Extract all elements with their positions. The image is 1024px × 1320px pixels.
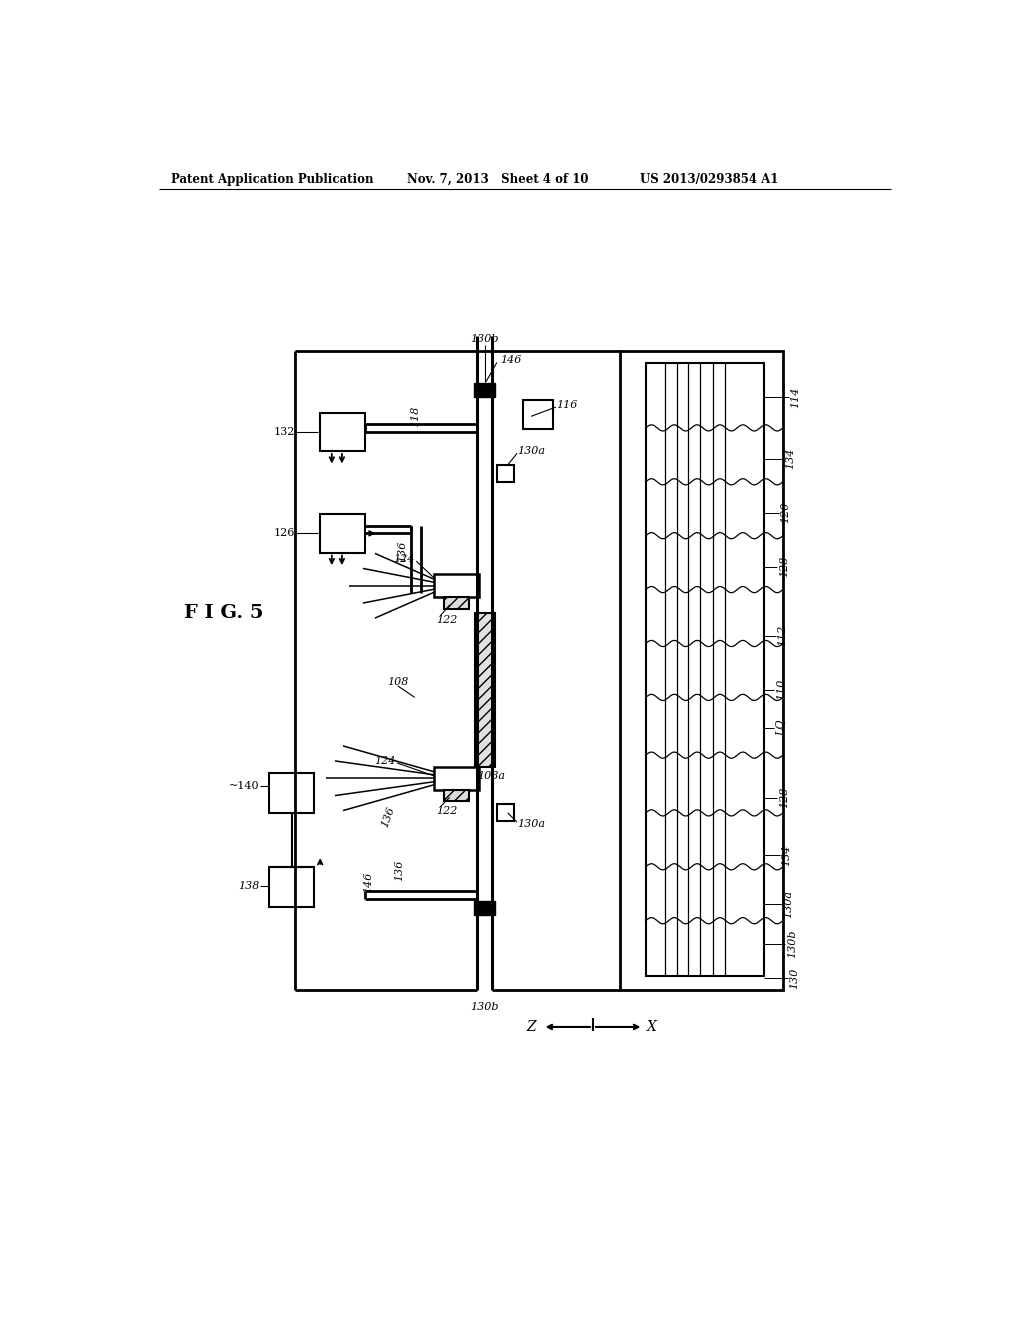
- Text: 130: 130: [790, 968, 799, 989]
- Text: US 2013/0293854 A1: US 2013/0293854 A1: [640, 173, 778, 186]
- Text: 130b: 130b: [786, 929, 797, 958]
- Text: 136: 136: [397, 540, 408, 562]
- Bar: [621, 351, 783, 990]
- Text: 112: 112: [777, 626, 787, 647]
- Bar: [475, 612, 495, 767]
- Bar: [474, 383, 495, 397]
- Text: 124: 124: [393, 554, 415, 564]
- Text: 110: 110: [776, 678, 785, 701]
- Text: 128: 128: [779, 787, 790, 808]
- Text: 122: 122: [436, 807, 458, 816]
- Text: Z: Z: [526, 1020, 537, 1034]
- Text: 130b: 130b: [470, 334, 499, 345]
- Bar: [434, 574, 479, 598]
- Bar: [269, 774, 314, 813]
- Text: 134: 134: [785, 447, 796, 470]
- Text: 108: 108: [388, 677, 409, 686]
- Text: X: X: [647, 1020, 657, 1034]
- Text: Nov. 7, 2013   Sheet 4 of 10: Nov. 7, 2013 Sheet 4 of 10: [407, 173, 589, 186]
- Bar: [474, 900, 495, 915]
- Text: 118: 118: [410, 405, 420, 428]
- Text: 130a: 130a: [517, 820, 545, 829]
- Text: 134: 134: [781, 845, 792, 866]
- Text: 130b: 130b: [470, 1002, 499, 1012]
- Bar: [444, 789, 469, 801]
- Bar: [497, 465, 514, 482]
- Bar: [269, 867, 314, 907]
- Bar: [434, 767, 479, 789]
- Text: LQ: LQ: [776, 719, 786, 737]
- Text: 138: 138: [239, 880, 260, 891]
- Bar: [321, 412, 366, 451]
- Text: 136: 136: [394, 859, 404, 882]
- Text: Patent Application Publication: Patent Application Publication: [171, 173, 373, 186]
- Text: 108a: 108a: [477, 771, 505, 781]
- Bar: [523, 400, 553, 429]
- Text: 136: 136: [380, 805, 396, 829]
- Text: 128: 128: [779, 556, 790, 577]
- Bar: [321, 515, 366, 553]
- Text: 114: 114: [791, 387, 801, 408]
- Text: 122: 122: [436, 615, 458, 626]
- Text: 126: 126: [273, 528, 295, 539]
- Text: 120: 120: [780, 502, 791, 523]
- Bar: [646, 363, 764, 977]
- Bar: [497, 804, 514, 821]
- Text: 132: 132: [273, 426, 295, 437]
- Text: 124: 124: [374, 755, 395, 766]
- Bar: [444, 598, 469, 609]
- Text: 146: 146: [364, 871, 374, 892]
- Text: 146: 146: [500, 355, 521, 366]
- Text: F I G. 5: F I G. 5: [183, 603, 263, 622]
- Text: 130a: 130a: [517, 446, 545, 455]
- Text: ~140: ~140: [229, 781, 260, 791]
- Text: 130a: 130a: [783, 890, 794, 917]
- Text: 116: 116: [556, 400, 578, 409]
